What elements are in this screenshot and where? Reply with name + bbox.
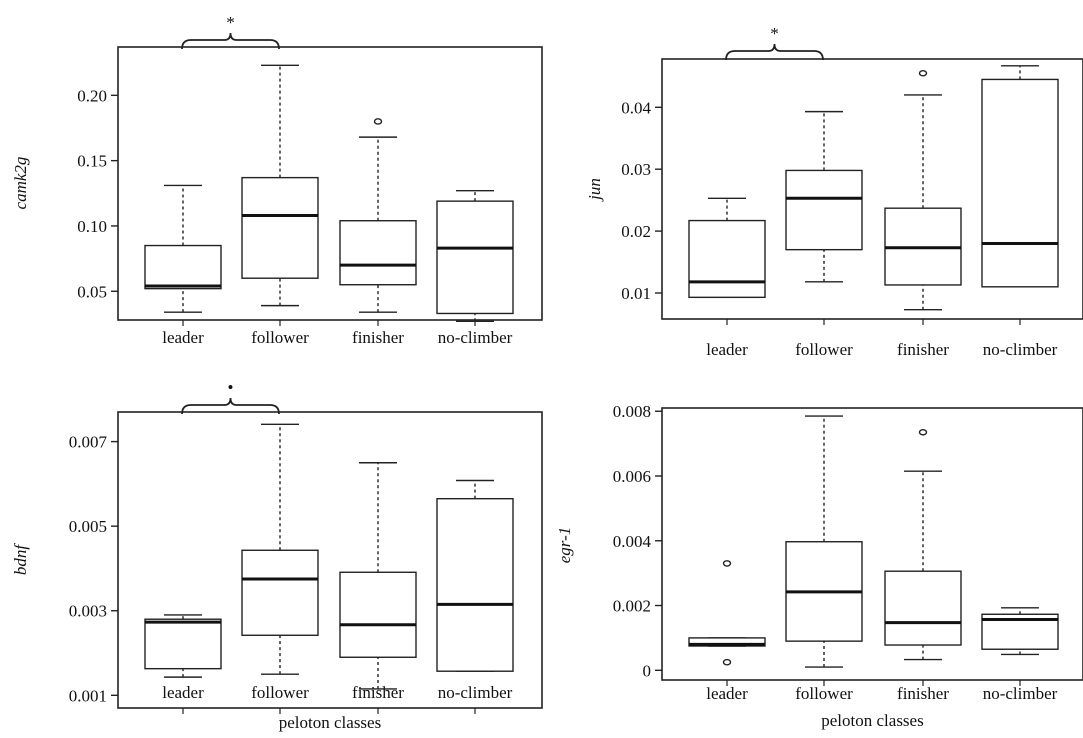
box-follower — [241, 423, 319, 675]
y-tick-label: 0.002 — [613, 597, 651, 616]
iqr-box — [241, 176, 319, 279]
category-label: finisher — [897, 684, 949, 703]
box-leader — [688, 197, 766, 299]
x-axis-label: peloton classes — [279, 713, 381, 732]
significance-bracket — [725, 43, 824, 61]
y-axis-label: egr-1 — [555, 527, 574, 563]
panel-2: 0.01 0.02 0.03 0.04 jun leader follower finishe… — [585, 24, 1083, 359]
category-label: follower — [251, 683, 309, 702]
y-tick-label: 0.006 — [613, 467, 651, 486]
iqr-box — [339, 571, 417, 658]
category-label: follower — [795, 684, 853, 703]
category-label: finisher — [352, 328, 404, 347]
box-finisher — [339, 462, 417, 690]
category-label: leader — [162, 328, 204, 347]
iqr-box — [436, 497, 514, 672]
y-tick-label: 0.02 — [621, 222, 651, 241]
iqr-box — [339, 220, 417, 286]
iqr-box — [785, 169, 863, 251]
iqr-box — [688, 219, 766, 299]
box-no-climber — [436, 479, 514, 672]
box-no-climber — [981, 607, 1059, 656]
y-tick-label: 0.005 — [69, 517, 107, 536]
category-label: no-climber — [438, 683, 513, 702]
y-tick-label: 0.008 — [613, 402, 651, 421]
y-axis-label: bdnf — [11, 543, 30, 576]
category-label: no-climber — [438, 328, 513, 347]
category-label: follower — [795, 340, 853, 359]
y-tick-label: 0.001 — [69, 686, 107, 705]
panel-1: 0.05 0.10 0.15 0.20 camk2g leader follower fini… — [11, 13, 543, 347]
y-tick-label: 0.01 — [621, 284, 651, 303]
significance-marker: * — [770, 24, 779, 43]
y-tick-label: 0.10 — [77, 217, 107, 236]
category-label: leader — [706, 684, 748, 703]
category-label: finisher — [897, 340, 949, 359]
iqr-box — [241, 549, 319, 636]
y-tick-label: 0.15 — [77, 152, 107, 171]
box-finisher — [339, 118, 417, 313]
outlier-point — [918, 428, 928, 436]
outlier-point — [918, 69, 928, 77]
plot-frame — [661, 58, 1083, 320]
x-axis-label: peloton classes — [821, 711, 923, 730]
y-tick-label: 0.007 — [69, 433, 108, 452]
significance-bracket — [181, 32, 280, 50]
iqr-box — [884, 570, 962, 646]
y-tick-label: 0 — [643, 661, 652, 680]
outlier-point — [722, 560, 732, 567]
y-axis-label: jun — [585, 178, 604, 202]
category-label: follower — [251, 328, 309, 347]
box-follower — [785, 110, 863, 283]
outlier-point — [722, 658, 732, 666]
box-leader — [144, 614, 222, 678]
y-tick-label: 0.04 — [621, 98, 651, 117]
y-tick-label: 0.004 — [613, 532, 652, 551]
category-label: no-climber — [983, 340, 1058, 359]
panel-3: 0.001 0.003 0.005 0.007 bdnf leader follower fi… — [11, 378, 543, 732]
category-label: leader — [162, 683, 204, 702]
outlier-point — [373, 118, 383, 125]
iqr-box — [688, 637, 766, 647]
panel-4: 0 0.002 0.004 0.006 0.008 egr-1 leader follower… — [555, 402, 1083, 730]
box-finisher — [884, 428, 962, 661]
iqr-box — [436, 200, 514, 315]
category-label: leader — [706, 340, 748, 359]
significance-marker: • — [228, 378, 234, 397]
significance-marker: * — [226, 13, 235, 32]
y-axis-label: camk2g — [11, 157, 30, 210]
category-label: no-climber — [983, 684, 1058, 703]
box-leader — [688, 560, 766, 666]
y-tick-label: 0.05 — [77, 282, 107, 301]
iqr-box — [144, 618, 222, 670]
plot-frame — [661, 407, 1083, 681]
box-finisher — [884, 69, 962, 311]
y-tick-label: 0.03 — [621, 160, 651, 179]
box-no-climber — [981, 65, 1059, 288]
box-leader — [144, 184, 222, 313]
iqr-box — [981, 78, 1059, 288]
box-no-climber — [436, 189, 514, 323]
plot-frame — [117, 46, 543, 321]
significance-bracket — [181, 397, 280, 415]
plot-frame — [117, 411, 543, 709]
y-tick-label: 0.003 — [69, 602, 107, 621]
y-tick-label: 0.20 — [77, 86, 107, 105]
iqr-box — [144, 244, 222, 290]
box-follower — [241, 64, 319, 307]
box-follower — [785, 415, 863, 668]
category-label: finisher — [352, 683, 404, 702]
